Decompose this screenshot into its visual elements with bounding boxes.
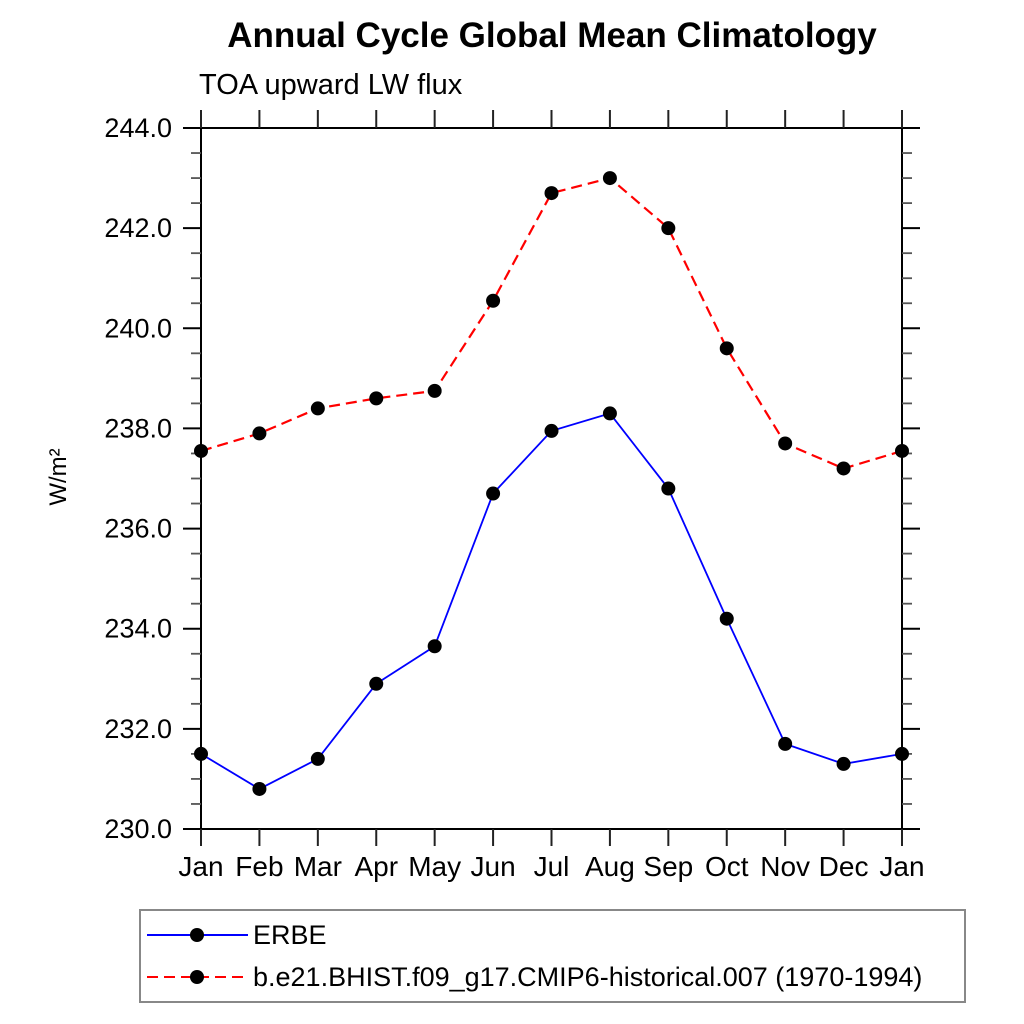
x-tick-label: Dec — [819, 851, 869, 882]
series-0-marker — [194, 746, 208, 761]
series-1-marker — [427, 383, 442, 398]
series-0-marker — [661, 481, 676, 496]
y-tick-label: 230.0 — [104, 814, 172, 844]
x-tick-label: Jul — [534, 851, 570, 882]
legend-item-model: b.e21.BHIST.f09_g17.CMIP6-historical.007… — [144, 956, 964, 998]
x-tick-label: Sep — [643, 851, 693, 882]
series-0-marker — [310, 751, 325, 766]
y-tick-label: 244.0 — [104, 113, 172, 143]
series-0-marker — [778, 736, 793, 751]
model-line-sample-icon — [147, 970, 248, 984]
data-series — [194, 171, 909, 796]
series-0-marker — [544, 423, 559, 438]
x-tick-label: Jan — [178, 851, 223, 882]
series-1-marker — [369, 391, 384, 406]
series-0-marker — [369, 676, 384, 691]
y-tick-label: 232.0 — [104, 714, 172, 744]
x-tick-label: Oct — [705, 851, 749, 882]
y-tick-label: 238.0 — [104, 413, 172, 443]
series-0-marker — [427, 639, 442, 654]
legend-label-model: b.e21.BHIST.f09_g17.CMIP6-historical.007… — [253, 961, 923, 992]
x-tick-label: Feb — [235, 851, 283, 882]
legend-item-erbe: ERBE — [144, 914, 964, 956]
x-tick-label: Nov — [760, 851, 810, 882]
legend-label-erbe: ERBE — [253, 919, 327, 950]
y-tick-label: 236.0 — [104, 514, 172, 544]
series-0-marker — [252, 781, 267, 796]
series-1-marker — [836, 461, 851, 476]
series-1-marker — [719, 341, 734, 356]
axes: 230.0 232.0 234.0 236.0 238.0 240.0 242.0 244.0… — [104, 110, 925, 882]
y-tick-label: 242.0 — [104, 213, 172, 243]
chart-title: Annual Cycle Global Mean Climatology — [227, 16, 877, 55]
series-0-marker — [719, 611, 734, 626]
series-line-0 — [200, 412, 903, 790]
plot-frame — [200, 127, 903, 830]
series-1-marker — [544, 186, 559, 201]
x-tick-label: Jan — [879, 851, 924, 882]
y-tick-label: 240.0 — [104, 313, 172, 343]
series-1-marker — [310, 401, 325, 416]
series-1-marker — [486, 293, 501, 308]
x-tick-label: Mar — [294, 851, 342, 882]
y-tick-label: 234.0 — [104, 614, 172, 644]
x-tick-label: May — [408, 851, 461, 882]
series-1-marker — [602, 171, 617, 186]
series-1-marker — [778, 436, 793, 451]
series-1-marker — [661, 221, 676, 236]
series-1-marker — [252, 426, 267, 441]
erbe-line-sample-icon — [147, 928, 248, 942]
x-tick-label: Jun — [471, 851, 516, 882]
series-1-marker — [895, 443, 909, 458]
series-0-marker — [486, 486, 501, 501]
x-tick-label: Aug — [585, 851, 635, 882]
chart-subtitle: TOA upward LW flux — [199, 69, 463, 101]
x-tick-label: Apr — [354, 851, 398, 882]
series-0-marker — [836, 756, 851, 771]
series-0-marker — [602, 406, 617, 421]
y-axis-label: W/m² — [45, 448, 72, 505]
series-1-marker — [194, 443, 208, 458]
legend: ERBE b.e21.BHIST.f09_g17.CMIP6-historica… — [139, 909, 966, 1003]
series-0-marker — [895, 746, 909, 761]
